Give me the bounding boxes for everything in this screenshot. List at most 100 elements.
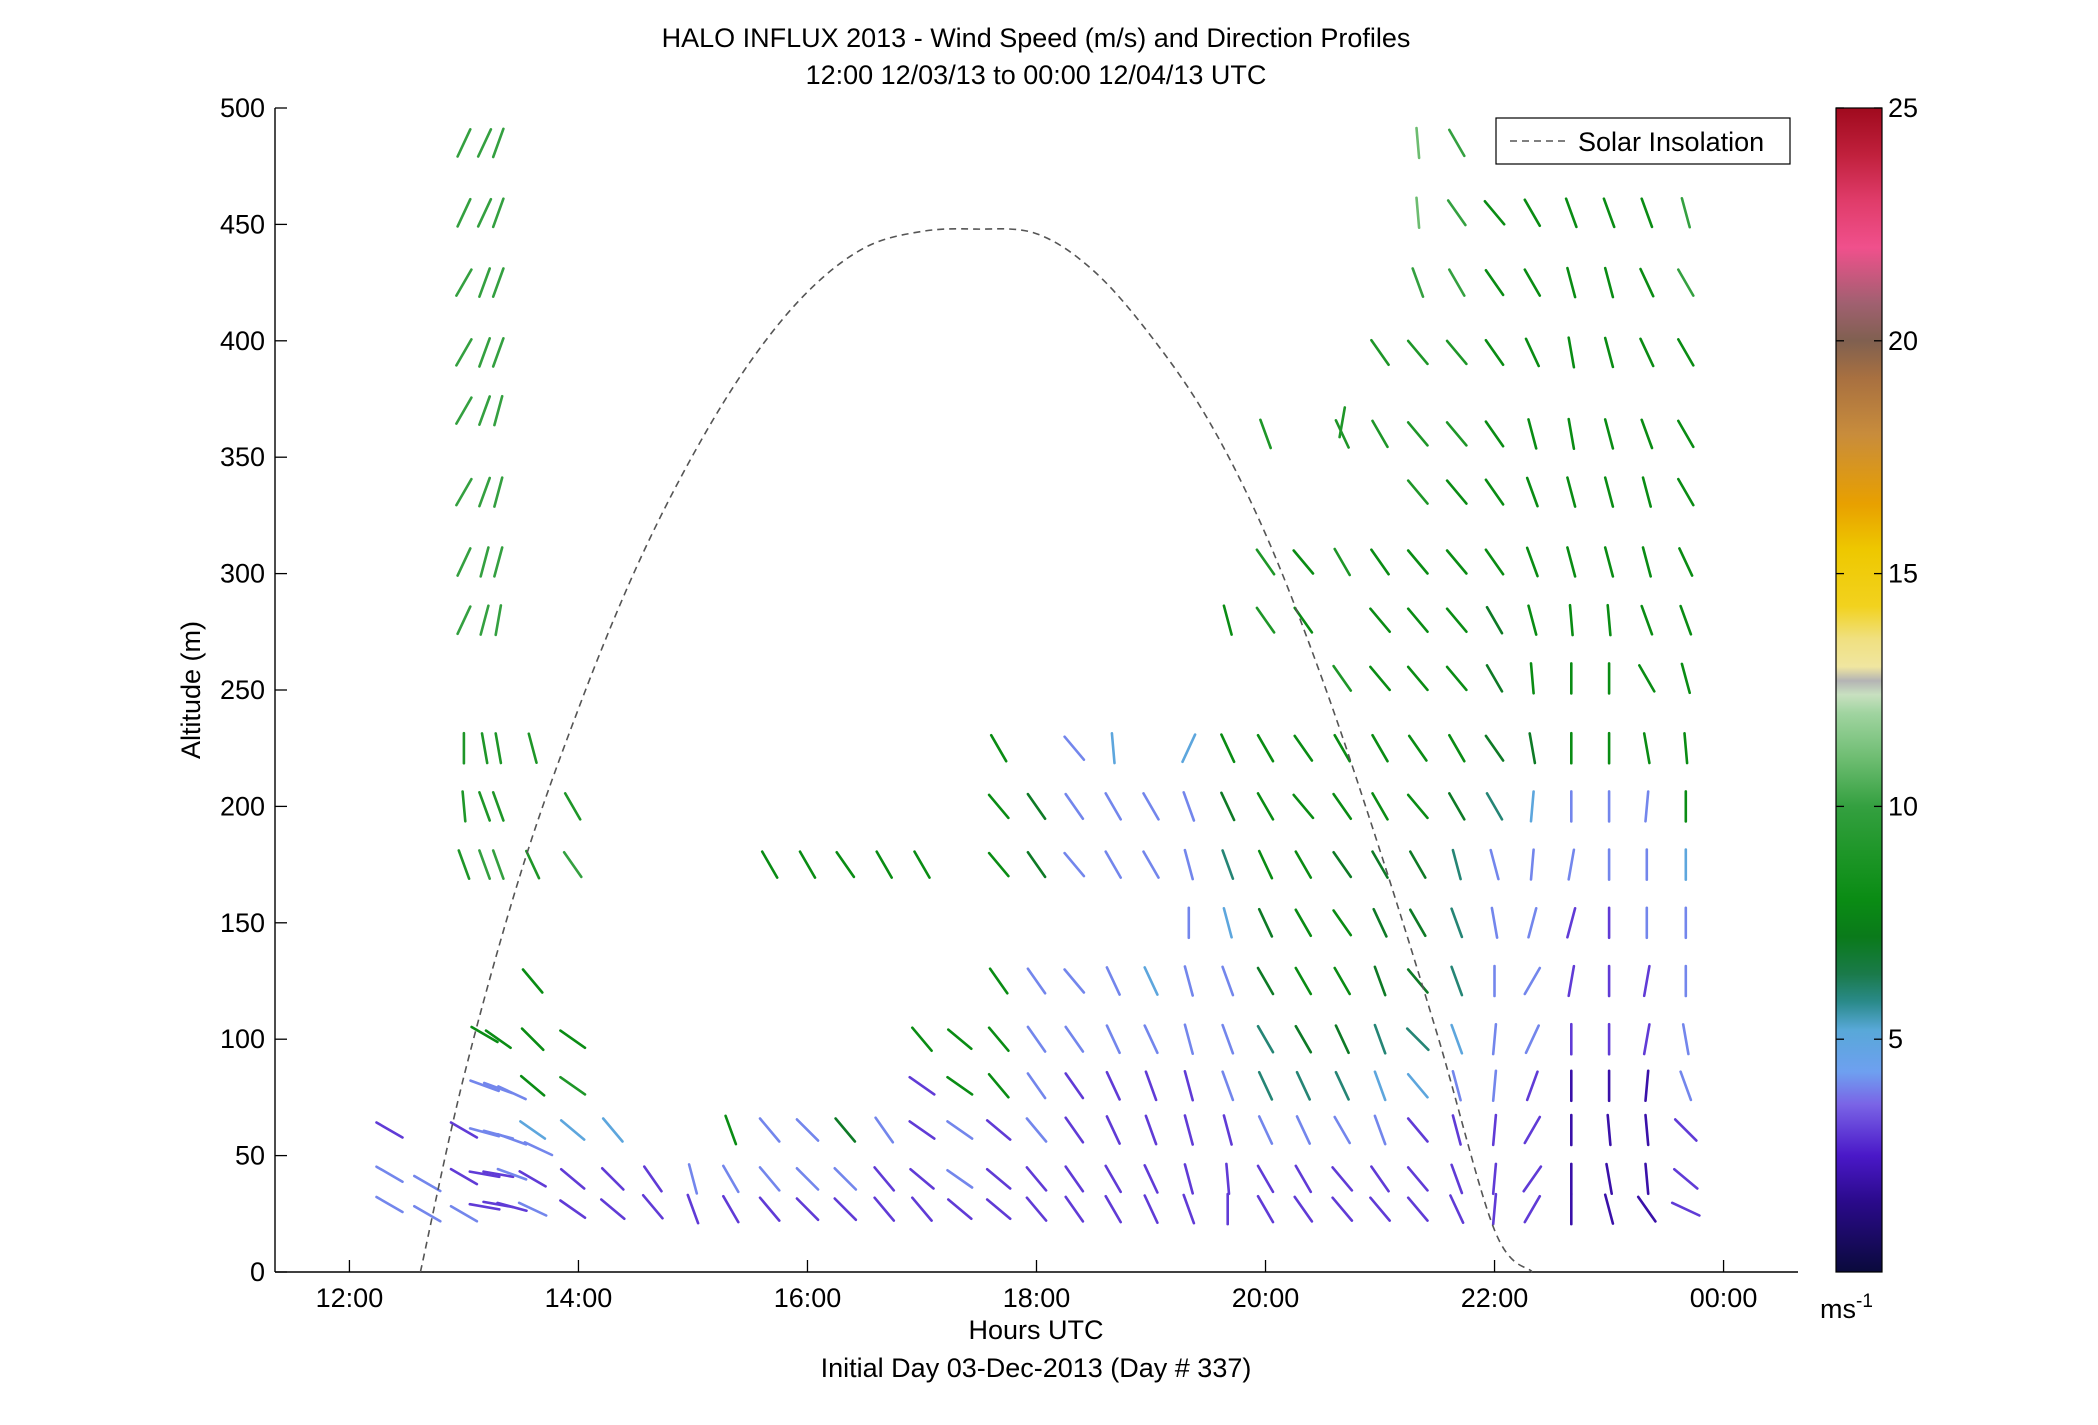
wind-vector xyxy=(721,1164,740,1194)
wind-vector xyxy=(1369,607,1391,634)
wind-vector xyxy=(562,850,583,879)
wind-vector xyxy=(559,1167,586,1190)
wind-vector xyxy=(1332,664,1353,692)
wind-vector xyxy=(1523,966,1542,996)
wind-vector xyxy=(1371,792,1389,821)
wind-vector xyxy=(946,1169,974,1189)
wind-vector xyxy=(987,793,1010,820)
wind-vector xyxy=(1448,268,1466,297)
x-tick-label: 12:00 xyxy=(316,1283,384,1313)
wind-vector xyxy=(1222,1114,1233,1146)
wind-vector xyxy=(559,1199,587,1219)
wind-vector xyxy=(1104,1164,1122,1194)
wind-vector xyxy=(1292,793,1315,820)
colorbar-unit: ms-1 xyxy=(1820,1291,1873,1324)
wind-vector xyxy=(1640,197,1654,229)
wind-vector xyxy=(1641,476,1652,508)
wind-vector xyxy=(642,1165,663,1193)
x-tick-label: 00:00 xyxy=(1690,1283,1758,1313)
wind-vector xyxy=(491,336,505,368)
wind-vector xyxy=(1294,1024,1313,1054)
wind-vector xyxy=(491,267,505,299)
wind-vector xyxy=(601,1117,624,1143)
wind-vector xyxy=(1063,968,1086,994)
wind-vector xyxy=(760,850,779,879)
wind-vector xyxy=(1026,850,1047,879)
wind-vector xyxy=(523,1141,554,1157)
wind-vector xyxy=(375,1121,404,1139)
wind-vector xyxy=(1484,420,1505,448)
wind-vector xyxy=(493,546,504,578)
wind-vector xyxy=(1333,547,1351,577)
wind-vector xyxy=(493,476,504,508)
wind-vector xyxy=(1670,1201,1701,1217)
wind-vector xyxy=(908,1075,936,1096)
wind-vector xyxy=(987,1026,1010,1052)
x-tick-label: 16:00 xyxy=(774,1283,842,1313)
wind-vector xyxy=(478,395,492,427)
wind-vector xyxy=(1409,908,1427,938)
wind-vector xyxy=(875,850,894,879)
wind-vector xyxy=(468,1170,501,1179)
wind-vector xyxy=(1373,1114,1387,1146)
wind-vector xyxy=(1602,197,1616,229)
wind-vector xyxy=(559,1119,586,1141)
wind-vector xyxy=(908,1120,936,1140)
wind-vector xyxy=(1225,1162,1231,1196)
wind-vector xyxy=(1371,733,1389,763)
legend: Solar Insolation xyxy=(1495,117,1791,165)
wind-vector xyxy=(494,732,503,765)
wind-vector xyxy=(1221,1070,1235,1102)
wind-vector xyxy=(1484,734,1505,762)
wind-vector xyxy=(1143,1024,1159,1055)
wind-vector xyxy=(1406,1196,1429,1222)
wind-vector xyxy=(1405,1027,1430,1052)
wind-vector xyxy=(874,1116,895,1144)
wind-vector xyxy=(1406,793,1429,820)
wind-vector xyxy=(1680,197,1691,229)
wind-vector xyxy=(478,476,492,508)
wind-vector xyxy=(795,1118,820,1142)
wind-vector xyxy=(1026,1025,1047,1053)
wind-vector xyxy=(1639,337,1655,368)
wind-vector xyxy=(1294,1164,1313,1194)
wind-vector xyxy=(1222,906,1233,939)
y-tick-label: 0 xyxy=(250,1257,265,1287)
wind-vector xyxy=(1641,546,1652,578)
wind-vector xyxy=(456,128,472,158)
legend-label-solar-insolation: Solar Insolation xyxy=(1578,127,1764,157)
wind-vector xyxy=(1528,732,1537,765)
wind-vector xyxy=(1527,906,1538,939)
wind-vector xyxy=(1644,1113,1650,1147)
wind-vector xyxy=(1143,966,1159,996)
wind-vector xyxy=(518,1170,547,1188)
wind-vector xyxy=(1105,1024,1121,1055)
wind-vector xyxy=(1338,406,1347,439)
wind-vector xyxy=(1063,735,1086,762)
wind-vector xyxy=(1334,1024,1350,1055)
wind-vector xyxy=(519,1120,547,1140)
wind-vector xyxy=(1294,966,1313,996)
wind-vector xyxy=(1566,476,1577,508)
colorbar-tick-label: 15 xyxy=(1888,559,1918,589)
wind-vector xyxy=(1373,1023,1387,1055)
wind-vector xyxy=(1485,792,1504,821)
wind-vector xyxy=(795,1197,820,1222)
wind-vector xyxy=(1221,849,1235,881)
wind-vector xyxy=(1373,965,1387,997)
colorbar-unit-base: ms xyxy=(1820,1294,1856,1324)
colorbar-tick-label: 10 xyxy=(1888,791,1918,821)
wind-vector xyxy=(1483,200,1506,226)
wind-vector xyxy=(1105,966,1121,996)
wind-vector xyxy=(1104,850,1122,879)
wind-vector xyxy=(563,792,582,821)
wind-vector xyxy=(1295,1070,1311,1101)
wind-vector xyxy=(833,1197,858,1222)
wind-vector xyxy=(478,336,492,368)
wind-vector xyxy=(457,849,471,881)
wind-vector xyxy=(1525,476,1539,508)
solar-insolation-curve xyxy=(419,228,1533,1273)
wind-vector xyxy=(1256,1164,1275,1194)
wind-vector xyxy=(909,1167,935,1190)
